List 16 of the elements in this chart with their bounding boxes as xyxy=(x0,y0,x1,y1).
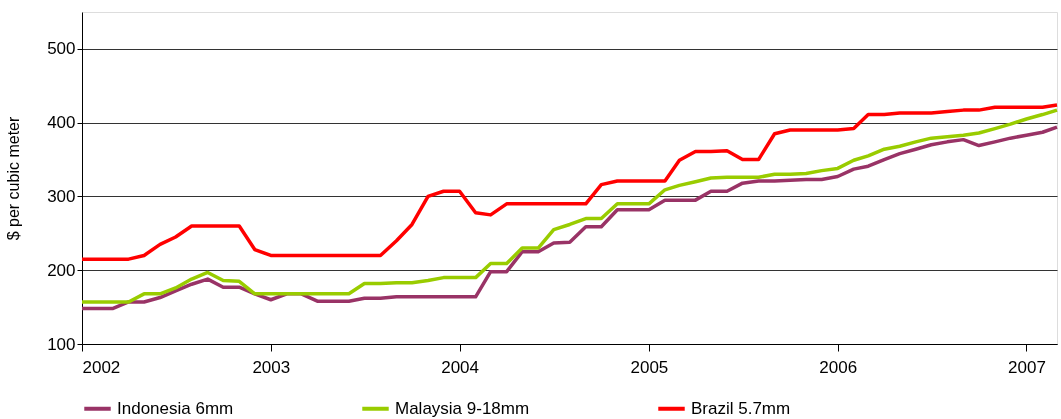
legend-label: Malaysia 9-18mm xyxy=(395,398,530,418)
x-tick-label: 2004 xyxy=(441,357,479,377)
legend-label: Indonesia 6mm xyxy=(117,398,234,418)
x-tick-label: 2005 xyxy=(630,357,669,377)
y-tick-label: 500 xyxy=(47,39,76,59)
x-tick-label: 2003 xyxy=(252,357,291,377)
y-tick-label: 200 xyxy=(47,260,76,280)
y-axis-title: $ per cubic meter xyxy=(5,116,23,241)
legend-label: Brazil 5.7mm xyxy=(691,398,791,418)
x-tick-label: 2006 xyxy=(819,357,858,377)
x-tick-label: 2002 xyxy=(82,357,121,377)
line-series xyxy=(80,103,1059,261)
y-tick-label: 400 xyxy=(47,113,76,133)
y-tick-label: 300 xyxy=(47,186,76,206)
x-tick-label: 2007 xyxy=(1008,357,1046,377)
y-tick-label: 100 xyxy=(47,334,76,354)
